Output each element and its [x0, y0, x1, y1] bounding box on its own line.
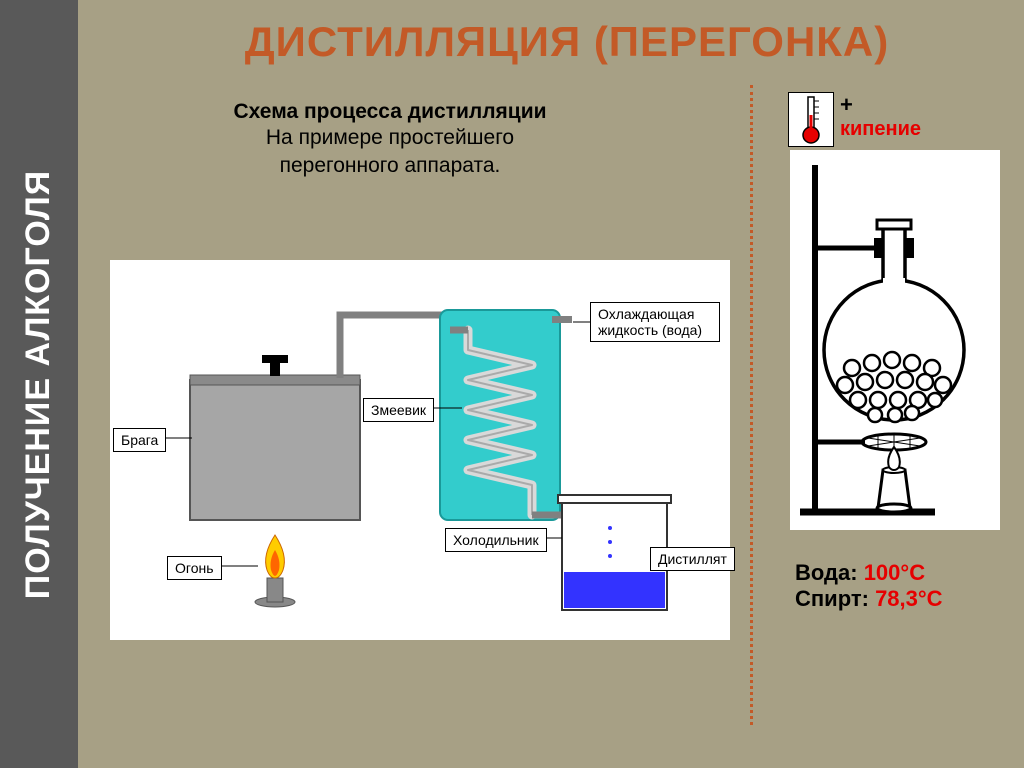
page-title: ДИСТИЛЛЯЦИЯ (ПЕРЕГОНКА): [150, 18, 984, 66]
temperature-info: Вода: 100°С Спирт: 78,3°С: [795, 560, 943, 612]
sidebar-title: ПОЛУЧЕНИЕ АЛКОГОЛЯ: [20, 169, 59, 598]
subtitle: Схема процесса дистилляции На примере пр…: [180, 100, 600, 181]
temp-spirit: Спирт: 78,3°С: [795, 586, 943, 612]
subtitle-line-2: На примере простейшего: [180, 124, 600, 152]
thermometer-plus: +: [840, 92, 853, 118]
flask-diagram: [790, 150, 1000, 530]
label-zmeevik: Змеевик: [363, 398, 434, 422]
temp-water-label: Вода:: [795, 560, 864, 585]
label-braga: Брага: [113, 428, 166, 452]
temp-spirit-value: 78,3°С: [875, 586, 943, 611]
thermometer-icon: [788, 92, 834, 147]
distillation-diagram: Брага Огонь Змеевик Охлаждающая жидкость…: [110, 260, 730, 640]
label-ohlazhd: Охлаждающая жидкость (вода): [590, 302, 720, 342]
vertical-divider: [750, 85, 753, 725]
subtitle-bold: Схема процесса дистилляции: [180, 100, 600, 124]
thermometer-boil-label: кипение: [840, 118, 921, 141]
sidebar: ПОЛУЧЕНИЕ АЛКОГОЛЯ: [0, 0, 78, 768]
label-holodilnik: Холодильник: [445, 528, 547, 552]
label-ogon: Огонь: [167, 556, 222, 580]
temp-spirit-label: Спирт:: [795, 586, 875, 611]
temp-water: Вода: 100°С: [795, 560, 943, 586]
temp-water-value: 100°С: [864, 560, 925, 585]
subtitle-line-3: перегонного аппарата.: [180, 152, 600, 180]
label-distillyat: Дистиллят: [650, 547, 735, 571]
